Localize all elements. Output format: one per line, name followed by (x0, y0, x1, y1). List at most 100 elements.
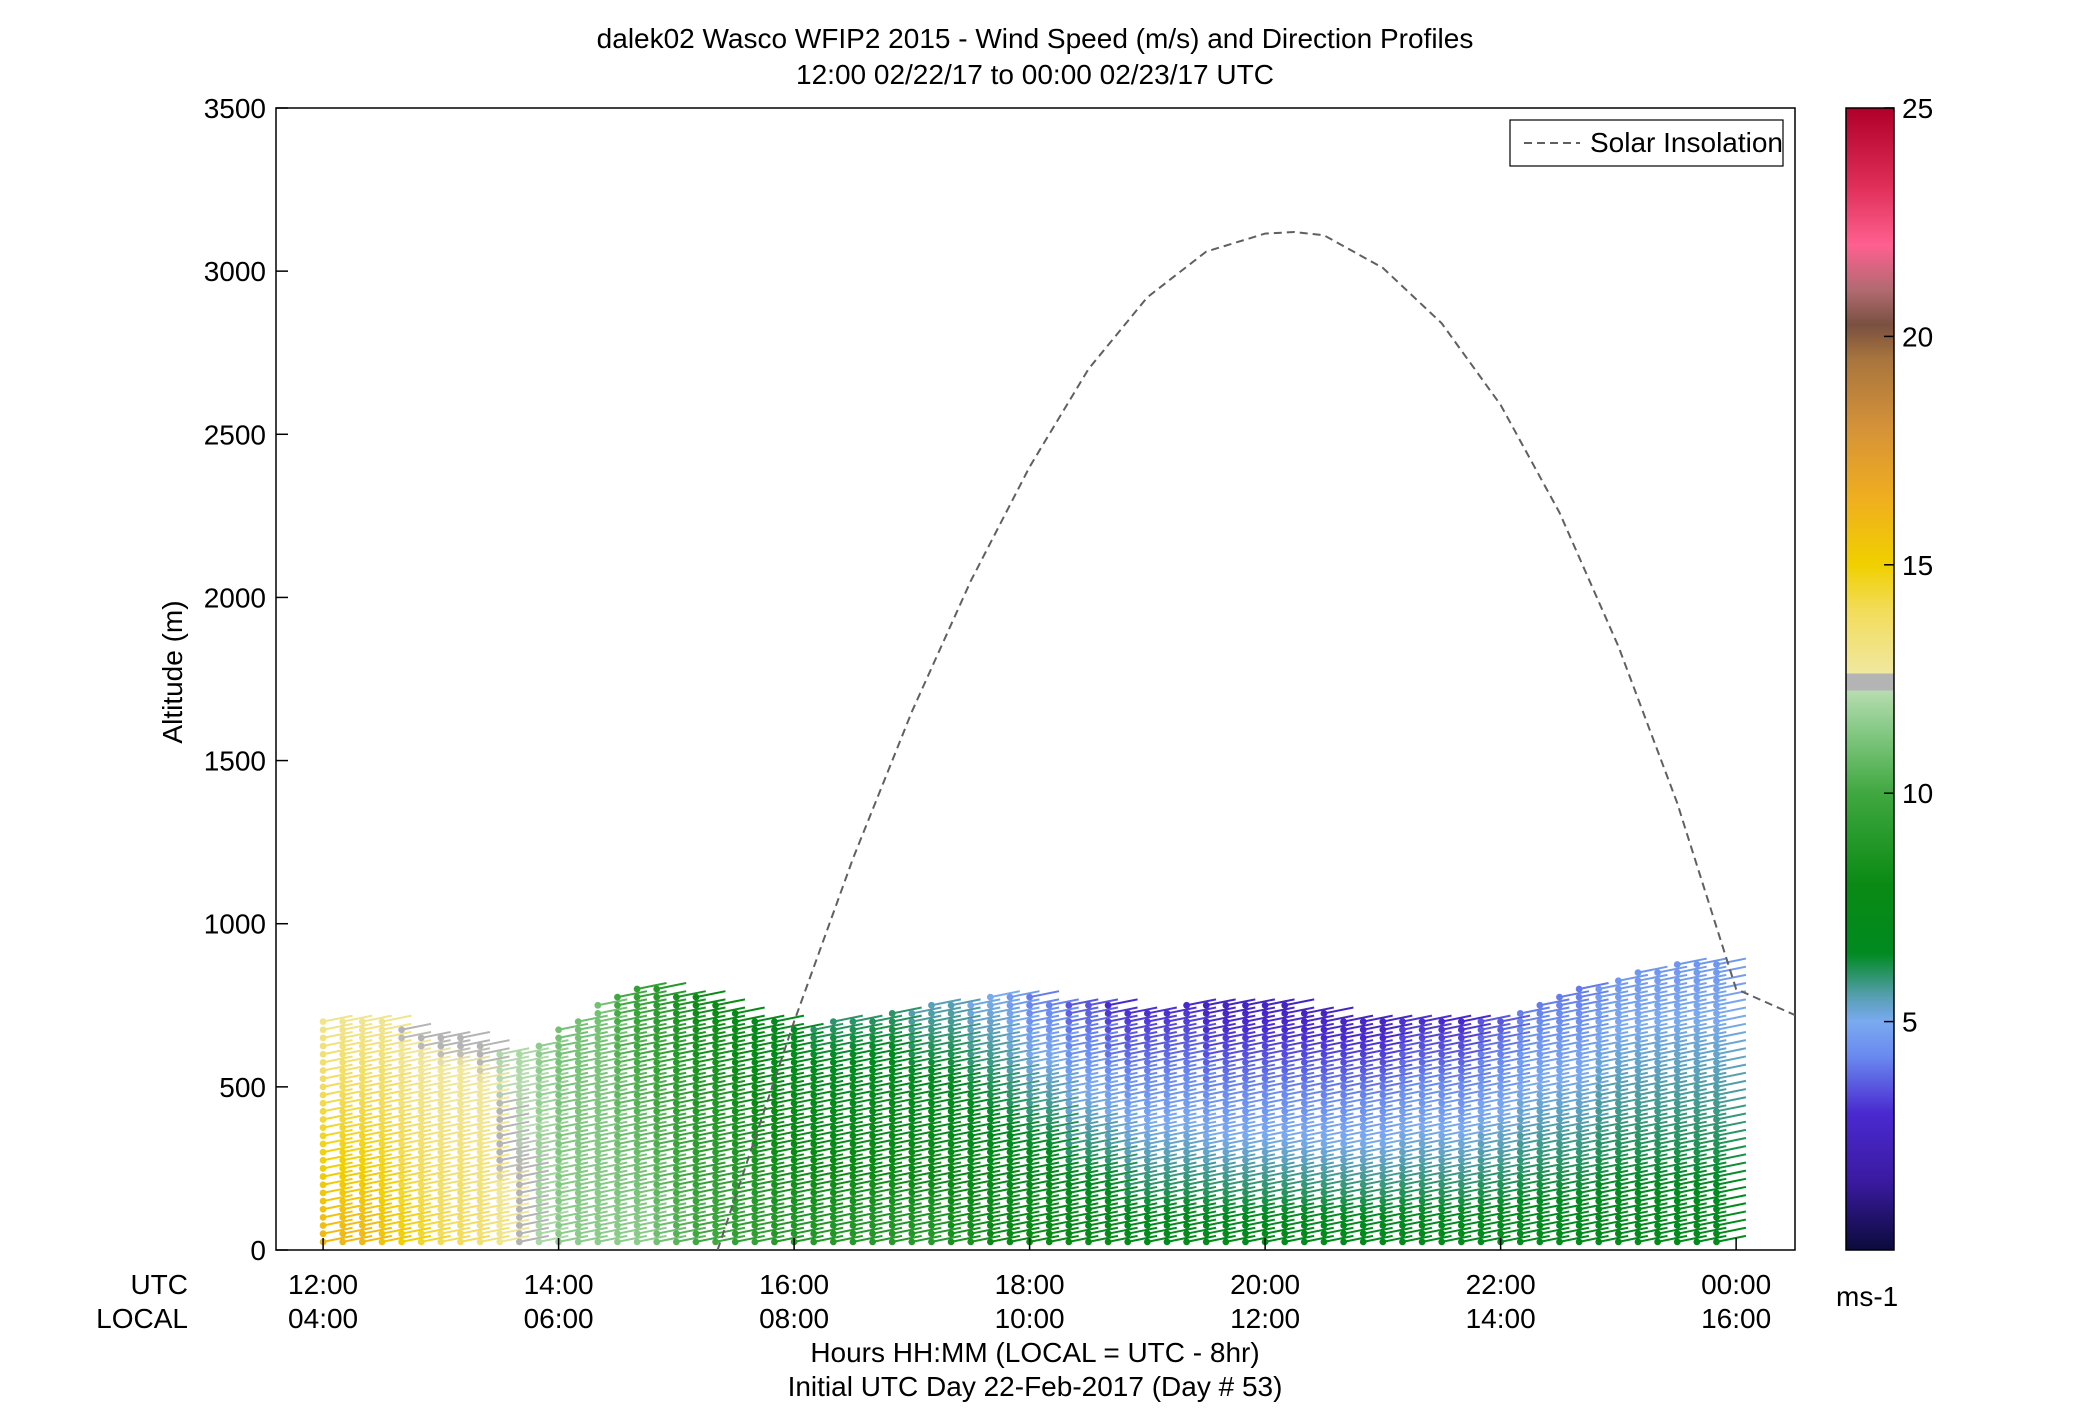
wind-barb-dot (378, 1124, 386, 1132)
wind-barb-shaft (715, 1234, 746, 1243)
wind-barb-dot (1595, 1010, 1603, 1017)
wind-barb-shaft (1461, 1145, 1492, 1154)
wind-barb-dot (947, 1124, 955, 1132)
wind-barb-shaft (538, 1153, 569, 1162)
wind-barb-shaft (1421, 1153, 1452, 1162)
wind-barb-shaft (479, 1112, 510, 1121)
x-tick-label-utc: 22:00 (1466, 1269, 1536, 1300)
wind-barb-dot (1457, 1222, 1465, 1229)
wind-barb-dot (1614, 1132, 1622, 1140)
wind-barb-shaft (1657, 982, 1688, 990)
wind-barb-shaft (911, 1055, 942, 1064)
wind-barb-dot (1575, 1238, 1583, 1246)
y-tick-label: 500 (219, 1072, 266, 1103)
wind-barb-dot (672, 1018, 680, 1025)
wind-barb-shaft (381, 1014, 412, 1023)
wind-barb-shaft (1049, 1234, 1079, 1243)
wind-barb-dot (339, 1058, 347, 1066)
wind-barb-shaft (1598, 1218, 1629, 1227)
wind-barb-dot (417, 1197, 425, 1205)
wind-barb-dot (1006, 993, 1014, 1001)
wind-barb-dot (1242, 1222, 1249, 1229)
wind-barb-shaft (1264, 1022, 1295, 1031)
wind-barb-dot (1595, 1107, 1603, 1115)
wind-barb-dot (1595, 1050, 1603, 1058)
wind-barb-shaft (479, 1145, 510, 1154)
wind-barb-dot (1556, 1034, 1563, 1042)
wind-barb-shaft (381, 1039, 412, 1048)
wind-barb-shaft (911, 1128, 942, 1137)
wind-barb-dot (1359, 1213, 1367, 1221)
wind-barb-shaft (1166, 1153, 1197, 1162)
wind-barb-shaft (1677, 1039, 1707, 1048)
wind-barb-dot (869, 1238, 877, 1246)
wind-barb-shaft (1225, 1088, 1256, 1096)
wind-barb-shaft (990, 1128, 1021, 1137)
wind-barb-dot (1222, 1083, 1230, 1091)
wind-barb-shaft (1421, 1088, 1452, 1096)
wind-barb-dot (849, 1042, 857, 1050)
wind-barb-shaft (970, 1112, 1001, 1121)
wind-barb-shaft (1677, 1145, 1707, 1154)
wind-barb-dot (1438, 1042, 1446, 1050)
wind-barb-shaft (460, 1145, 491, 1154)
wind-barb-shaft (342, 1177, 373, 1186)
wind-barb-dot (1261, 1140, 1269, 1148)
wind-barb-dot (947, 1173, 955, 1180)
wind-barb-dot (574, 1034, 582, 1042)
wind-barb-dot (1320, 1222, 1328, 1229)
wind-barb-shaft (1480, 1047, 1511, 1056)
wind-barb-shaft (1402, 1071, 1433, 1080)
wind-barb-shaft (656, 1112, 687, 1121)
wind-barb-shaft (1441, 1014, 1472, 1023)
wind-barb-dot (319, 1205, 327, 1213)
wind-barb-dot (810, 1205, 818, 1213)
wind-barb-shaft (1088, 1120, 1119, 1129)
wind-barb-dot (378, 1116, 386, 1123)
wind-barb-dot (1654, 1034, 1662, 1042)
wind-barb-dot (555, 1091, 563, 1099)
wind-barb-dot (417, 1075, 425, 1083)
wind-barb-shaft (1578, 1202, 1609, 1211)
wind-barb-dot (692, 1018, 700, 1025)
wind-barb-dot (790, 1124, 798, 1132)
wind-barb-shaft (1009, 1071, 1040, 1080)
wind-barb-shaft (1677, 1088, 1707, 1096)
wind-barb-shaft (1382, 1030, 1413, 1039)
wind-barb-dot (1359, 1197, 1367, 1205)
wind-barb-shaft (1461, 1128, 1492, 1137)
wind-barb-dot (358, 1058, 366, 1066)
wind-barb-shaft (1225, 1047, 1256, 1056)
wind-barb-dot (1614, 1230, 1622, 1238)
wind-barb-dot (908, 1107, 916, 1115)
wind-barb-dot (358, 1140, 366, 1148)
wind-barb-dot (1654, 1001, 1662, 1009)
wind-barb-shaft (1578, 1039, 1609, 1048)
wind-barb-dot (1438, 1026, 1446, 1034)
wind-barb-shaft (1088, 1210, 1119, 1219)
wind-barb-dot (1104, 1042, 1112, 1050)
wind-barb-shaft (1343, 1112, 1374, 1121)
wind-barb-dot (1634, 1099, 1642, 1107)
wind-barb-shaft (1677, 1153, 1707, 1162)
wind-barb-dot (1320, 1075, 1328, 1083)
wind-barb-dot (1242, 1197, 1249, 1205)
wind-barb-shaft (617, 1063, 648, 1072)
wind-barb-dot (1261, 1132, 1269, 1140)
wind-barb-dot (692, 1189, 700, 1197)
wind-barb-shaft (519, 1210, 550, 1219)
wind-barb-shaft (852, 1202, 883, 1211)
wind-barb-dot (947, 1213, 955, 1221)
wind-barb-dot (1399, 1058, 1406, 1066)
wind-barb-dot (849, 1140, 857, 1148)
wind-barb-shaft (950, 1128, 981, 1137)
wind-barb-dot (574, 1148, 582, 1156)
wind-barb-shaft (990, 1022, 1021, 1031)
wind-barb-shaft (931, 1006, 962, 1015)
wind-barb-shaft (1049, 1047, 1079, 1056)
wind-barb-shaft (1657, 1218, 1688, 1227)
wind-barb-dot (1713, 1001, 1720, 1009)
wind-barb-shaft (1323, 1039, 1354, 1048)
wind-barb-shaft (1107, 1055, 1138, 1064)
wind-barb-dot (496, 1205, 504, 1213)
